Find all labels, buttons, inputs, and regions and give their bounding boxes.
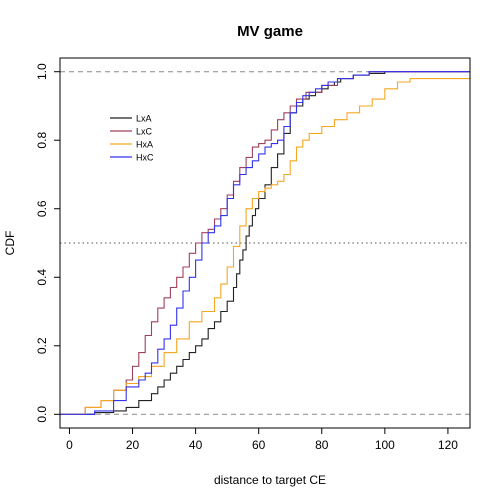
- x-tick-label-5: 100: [375, 438, 395, 452]
- legend-label-LxC: LxC: [136, 127, 153, 137]
- series-line-LxA: [60, 71, 470, 415]
- x-tick-label-1: 20: [126, 438, 140, 452]
- x-tick-label-3: 60: [252, 438, 266, 452]
- y-tick-label-3: 0.6: [35, 200, 49, 217]
- y-tick-label-4: 0.8: [35, 132, 49, 149]
- y-tick-label-1: 0.2: [35, 337, 49, 354]
- legend: LxA LxC HxA HxC: [110, 114, 154, 163]
- series-line-HxA: [60, 76, 471, 415]
- legend-label-HxA: HxA: [136, 140, 153, 150]
- legend-label-HxC: HxC: [136, 153, 154, 163]
- series-line-LxC: [60, 71, 470, 415]
- x-tick-label-2: 40: [189, 438, 203, 452]
- y-axis: 0.0 0.2 0.4 0.6 0.8 1.0: [35, 63, 60, 423]
- y-axis-label: CDF: [3, 231, 17, 256]
- x-axis: 0 20 40 60 80 100 120: [66, 428, 458, 452]
- x-tick-label-4: 80: [315, 438, 329, 452]
- y-tick-label-2: 0.4: [35, 269, 49, 286]
- x-tick-label-6: 120: [438, 438, 458, 452]
- x-axis-label: distance to target CE: [214, 473, 326, 487]
- series-line-HxC: [60, 71, 470, 415]
- y-tick-label-0: 0.0: [35, 406, 49, 423]
- plot-frame: [59, 57, 471, 429]
- x-tick-label-0: 0: [66, 438, 73, 452]
- plot-area: [59, 57, 471, 429]
- chart-title: MV game: [237, 23, 303, 40]
- legend-label-LxA: LxA: [136, 114, 152, 124]
- y-tick-label-5: 1.0: [35, 63, 49, 80]
